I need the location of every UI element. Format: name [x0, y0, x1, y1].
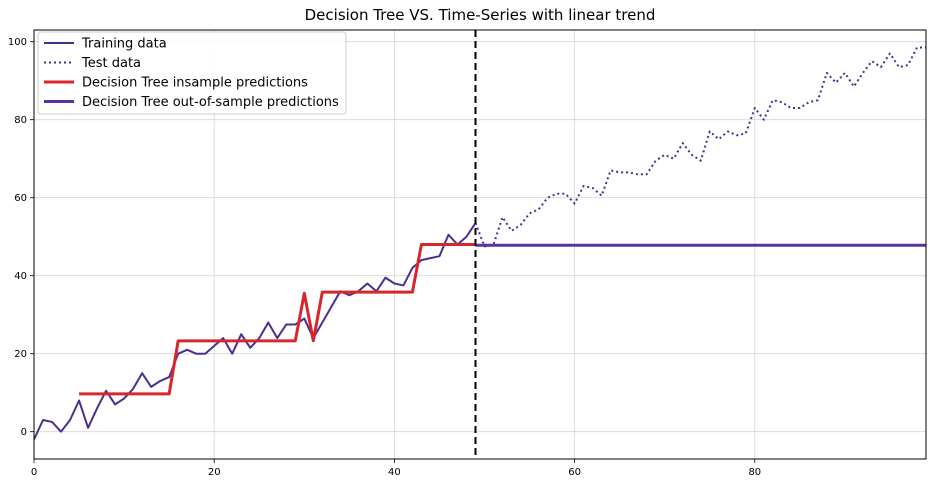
y-tick-label: 100: [8, 37, 27, 48]
x-tick-label: 80: [748, 467, 761, 478]
legend-box: [37, 31, 347, 115]
plot-frame: [33, 29, 927, 460]
series-line-test-data: [474, 46, 926, 248]
y-tick-label: 80: [14, 115, 27, 126]
legend-label-training-data: Training data: [81, 37, 167, 52]
legend: Training data Test data Decision Tree insa…: [37, 31, 347, 115]
legend-label-decision-tree-out-of-sample-predictions: Decision Tree out-of-sample predictions: [82, 95, 339, 110]
series-line-training-data: [34, 222, 477, 440]
y-tick-label: 40: [14, 271, 27, 282]
x-tick-label: 20: [208, 467, 221, 478]
y-tick-label: 0: [21, 427, 27, 438]
y-tick-label: 60: [14, 193, 27, 204]
series-layer: [34, 46, 926, 440]
x-tick-label: 0: [31, 467, 37, 478]
y-tick-label: 20: [14, 349, 27, 360]
chart-title: Decision Tree VS. Time-Series with linea…: [305, 6, 656, 24]
legend-label-test-data: Test data: [81, 56, 141, 71]
ticks: 0 20 40 60 80 0 20 40 60 80 100: [8, 37, 761, 478]
legend-label-decision-tree-insample-predictions: Decision Tree insample predictions: [82, 76, 308, 91]
series-line-decision-tree-insample-predictions: [79, 243, 476, 396]
x-tick-label: 60: [568, 467, 581, 478]
x-tick-label: 40: [388, 467, 401, 478]
